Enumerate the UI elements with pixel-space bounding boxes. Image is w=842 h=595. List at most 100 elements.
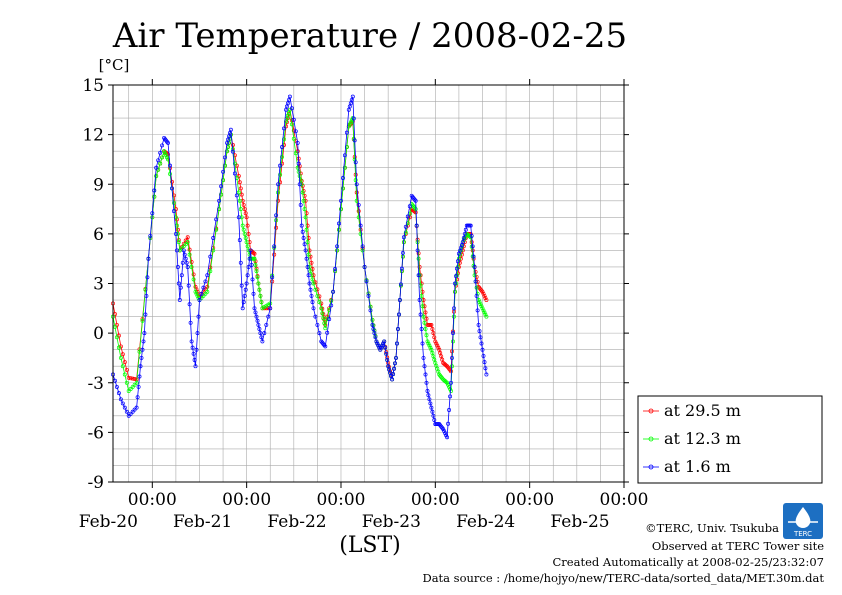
data-point: [128, 387, 133, 391]
data-point: [124, 409, 129, 414]
data-point: [249, 262, 254, 267]
data-point: [301, 198, 306, 203]
data-point: [313, 287, 318, 292]
data-point: [311, 306, 316, 311]
data-point: [372, 331, 377, 336]
data-point: [205, 289, 210, 294]
data-point: [225, 140, 229, 145]
data-point: [203, 279, 208, 284]
data-point: [284, 104, 289, 109]
data-point: [175, 265, 180, 269]
data-point: [432, 418, 437, 422]
y-tick-label: 15: [82, 76, 104, 96]
data-point: [193, 364, 198, 369]
data-point: [262, 331, 267, 336]
data-point: [255, 318, 260, 323]
data-point: [217, 198, 222, 203]
y-tick-label: -9: [87, 473, 104, 493]
chart-title: Air Temperature / 2008-02-25: [112, 16, 627, 56]
data-point: [208, 269, 213, 274]
data-point: [126, 389, 131, 393]
data-point: [191, 272, 196, 277]
data-point: [315, 322, 320, 327]
data-point: [295, 165, 300, 170]
data-point: [132, 377, 137, 381]
data-point: [124, 367, 129, 372]
data-point: [205, 284, 210, 289]
data-point: [350, 94, 355, 99]
data-point: [276, 190, 281, 195]
data-point: [197, 298, 202, 302]
data-point: [450, 355, 454, 360]
data-point: [424, 380, 429, 385]
y-tick-label: 0: [93, 324, 104, 344]
data-point: [356, 202, 361, 207]
data-point: [173, 207, 178, 212]
data-point: [302, 242, 307, 247]
data-point: [418, 312, 423, 317]
data-point: [276, 182, 281, 187]
data-point: [484, 314, 489, 319]
data-point: [256, 281, 261, 286]
data-point: [426, 393, 431, 398]
data-point: [392, 366, 397, 371]
data-point: [444, 379, 449, 384]
data-point: [242, 207, 247, 212]
data-point: [237, 238, 242, 243]
data-point: [257, 287, 262, 292]
data-point: [482, 293, 487, 298]
data-point: [182, 252, 187, 257]
data-point: [174, 217, 179, 222]
data-point: [253, 310, 258, 315]
data-point: [425, 339, 430, 344]
data-point: [219, 184, 224, 189]
data-point: [114, 384, 119, 389]
series-layer: [111, 94, 489, 440]
data-point: [184, 260, 189, 265]
data-point: [454, 274, 458, 279]
data-point: [236, 190, 241, 195]
data-point: [194, 347, 199, 352]
data-point: [393, 361, 397, 366]
data-point: [191, 351, 196, 356]
data-point: [303, 215, 308, 220]
data-point: [179, 273, 184, 278]
data-point: [201, 285, 206, 290]
data-point: [469, 233, 474, 238]
data-point: [185, 240, 190, 245]
data-point: [476, 322, 481, 327]
data-point: [183, 256, 188, 261]
data-point: [246, 231, 251, 236]
data-point: [319, 306, 324, 311]
data-point: [475, 308, 480, 313]
data-point: [430, 351, 435, 355]
y-axis-unit: [°C]: [99, 56, 130, 74]
data-point: [320, 311, 325, 316]
data-point: [347, 122, 352, 127]
data-point: [289, 106, 294, 111]
data-point: [243, 236, 248, 240]
data-point: [126, 413, 131, 418]
data-point: [257, 327, 262, 331]
data-point: [136, 384, 141, 389]
data-point: [449, 369, 453, 374]
data-point: [170, 186, 174, 191]
data-point: [232, 161, 237, 166]
data-point: [366, 293, 371, 298]
data-point: [168, 171, 172, 176]
data-point: [374, 339, 379, 344]
data-point: [375, 341, 380, 346]
data-point: [454, 273, 459, 278]
data-point: [173, 231, 178, 236]
data-point: [296, 161, 301, 166]
data-point: [130, 376, 135, 381]
data-point: [457, 252, 462, 257]
data-point: [160, 155, 165, 160]
data-point: [428, 401, 433, 406]
data-point: [260, 339, 265, 344]
grid-lines: [113, 84, 625, 483]
data-point: [391, 372, 396, 377]
data-point: [291, 136, 296, 141]
data-point: [195, 331, 200, 336]
